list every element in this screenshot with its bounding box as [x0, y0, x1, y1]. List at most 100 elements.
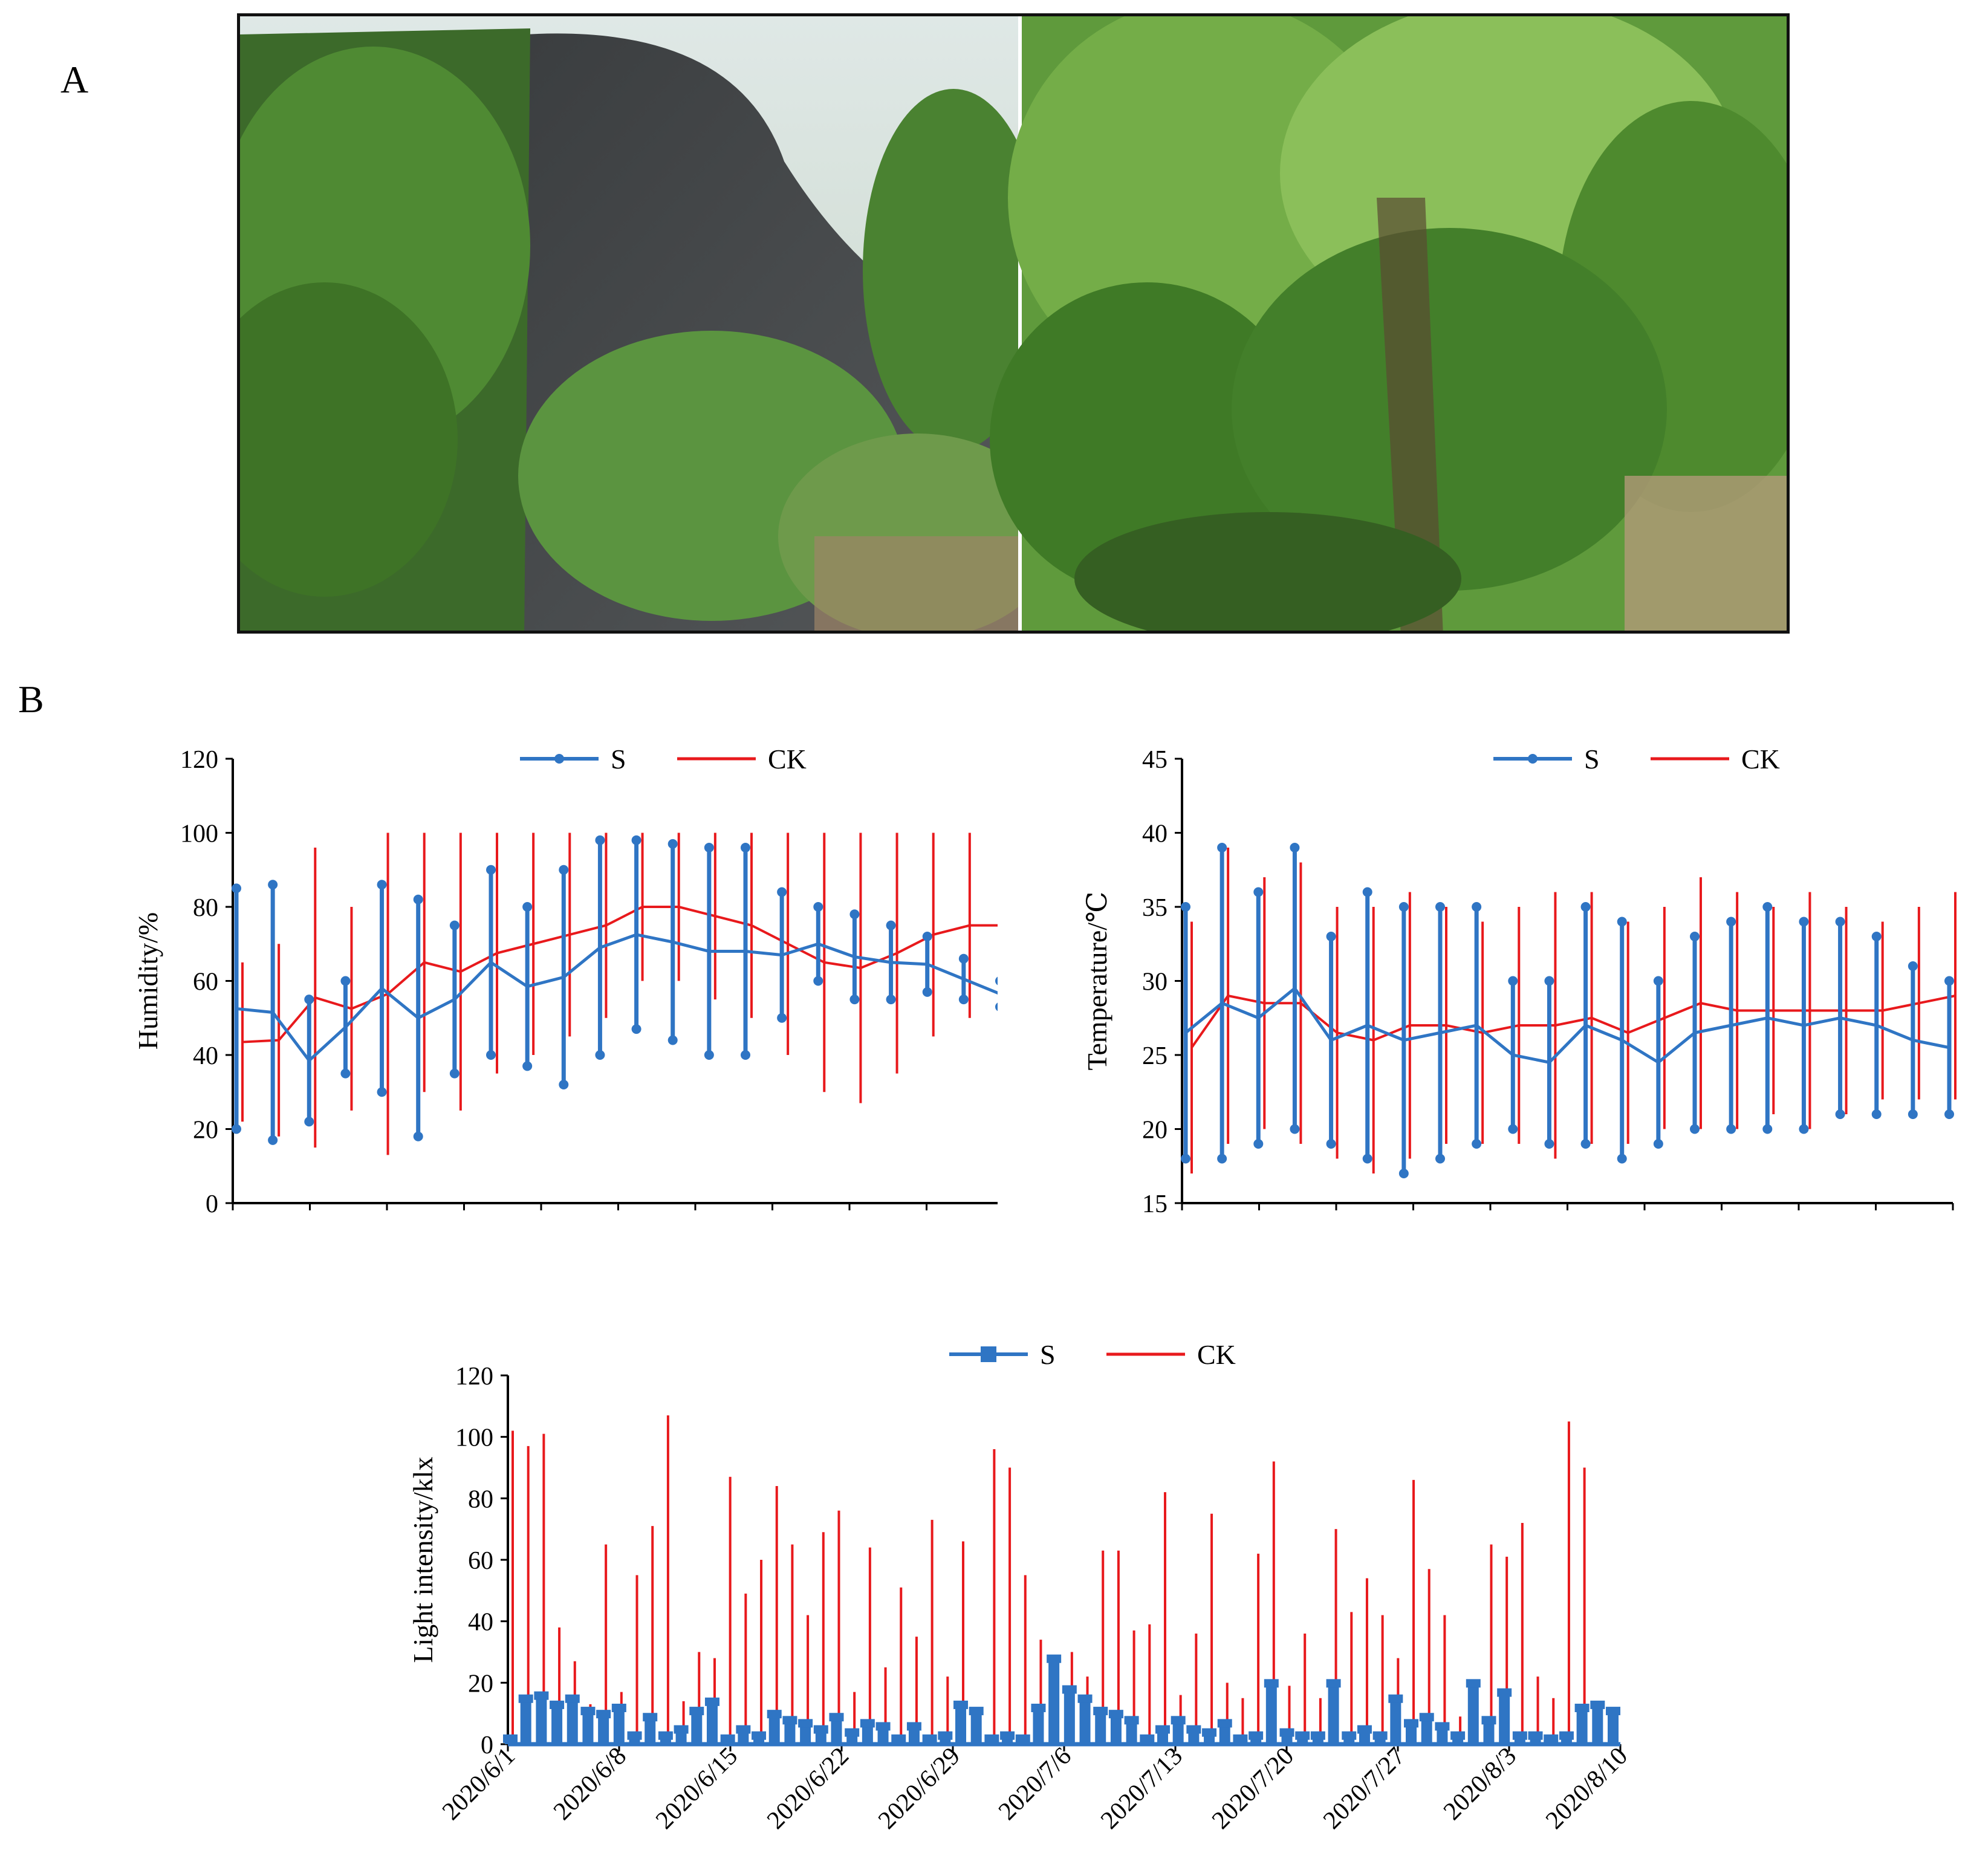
y-axis-label: Light intensity/klx — [408, 1456, 438, 1663]
s-bar-marker — [1062, 1685, 1077, 1694]
control-plot-photo — [990, 16, 1787, 631]
s-bar-marker — [1047, 1654, 1062, 1663]
s-min-point — [1253, 1139, 1264, 1149]
y-axis-label: Humidity/% — [132, 912, 163, 1050]
s-bar — [970, 1710, 982, 1744]
s-max-point — [559, 865, 569, 875]
s-bar-marker — [1140, 1734, 1155, 1743]
s-bar-marker — [1077, 1694, 1093, 1703]
x-tick-label: 2020/8/3 — [1438, 1742, 1522, 1826]
s-min-point — [1762, 1124, 1773, 1134]
s-bar — [1126, 1719, 1137, 1744]
temperature-chart: 152025303540452020/6/12020/6/82020/6/152… — [1082, 744, 1957, 1215]
s-bar — [1064, 1689, 1075, 1744]
s-min-point — [1835, 1109, 1845, 1119]
legend-ck-label: CK — [768, 744, 807, 774]
s-max-point — [958, 953, 969, 964]
s-max-point — [704, 843, 714, 852]
x-tick-label: 2020/7/20 — [1207, 1742, 1299, 1835]
s-bar-marker — [1233, 1734, 1248, 1743]
y-tick-label: 35 — [1142, 894, 1167, 922]
x-tick-label: 2020/7/6 — [993, 1742, 1077, 1826]
s-bar — [1079, 1698, 1091, 1744]
s-bar — [691, 1710, 703, 1744]
s-min-point — [1326, 1139, 1336, 1149]
s-min-point — [813, 976, 823, 986]
s-bar-marker — [1372, 1731, 1388, 1740]
s-min-point — [741, 1050, 750, 1060]
s-bar-marker — [534, 1691, 549, 1700]
s-min-point — [1726, 1124, 1736, 1134]
s-bar-marker — [1606, 1707, 1620, 1716]
s-bar-marker — [1279, 1728, 1294, 1737]
s-bar-marker — [596, 1710, 611, 1719]
s-bar-marker — [720, 1734, 735, 1743]
s-bar-marker — [704, 1697, 719, 1706]
s-max-point — [1362, 887, 1372, 897]
y-axis-label: Temperature/℃ — [1082, 892, 1112, 1071]
s-bar — [1608, 1710, 1619, 1744]
s-series-line — [1184, 986, 1950, 1065]
s-max-point — [1580, 902, 1591, 912]
s-bar — [831, 1716, 842, 1744]
legend-ck-label: CK — [1197, 1339, 1236, 1370]
s-bar-marker — [1544, 1734, 1559, 1743]
y-tick-label: 0 — [481, 1732, 493, 1759]
s-min-point — [486, 1050, 496, 1060]
s-bar-marker — [580, 1707, 596, 1716]
s-bar — [1172, 1719, 1184, 1744]
s-bar-marker — [1326, 1679, 1341, 1688]
s-bar-marker — [1031, 1704, 1046, 1712]
y-tick-label: 30 — [1142, 969, 1167, 996]
y-tick-label: 40 — [1142, 820, 1167, 848]
s-bar-marker — [611, 1704, 626, 1712]
panel-label-b: B — [18, 678, 44, 721]
s-bar-marker — [1171, 1716, 1186, 1725]
s-min-point — [1871, 1109, 1882, 1119]
ck-series-line — [1190, 994, 1956, 1048]
s-min-point — [1181, 1154, 1190, 1164]
s-bar-marker — [565, 1694, 580, 1703]
s-bar — [1265, 1683, 1277, 1744]
s-min-point — [1544, 1139, 1554, 1149]
s-max-point — [1435, 902, 1445, 912]
y-tick-label: 25 — [1142, 1042, 1167, 1070]
s-bar-marker — [1217, 1719, 1232, 1728]
s-min-point — [1617, 1154, 1627, 1164]
s-min-point — [1362, 1154, 1372, 1164]
y-tick-label: 80 — [468, 1485, 493, 1513]
s-max-point — [1871, 932, 1882, 941]
s-bar-marker — [1310, 1731, 1325, 1740]
s-bar-marker — [953, 1700, 969, 1709]
s-min-point — [1653, 1139, 1663, 1149]
s-max-point — [1762, 902, 1773, 912]
s-max-point — [268, 880, 278, 890]
s-bar-marker — [969, 1707, 984, 1716]
s-bar-marker — [1497, 1688, 1512, 1697]
x-tick-label: 2020/6/22 — [762, 1742, 854, 1835]
s-bar-marker — [984, 1734, 999, 1743]
s-bar — [1219, 1722, 1230, 1744]
s-bar-marker — [1590, 1700, 1605, 1709]
s-bar — [582, 1710, 594, 1744]
s-max-point — [1544, 976, 1554, 986]
legend-s-label: S — [1584, 744, 1600, 774]
s-max-point — [1472, 902, 1482, 912]
s-bar-marker — [906, 1722, 921, 1731]
s-max-point — [232, 883, 241, 894]
s-max-point — [922, 932, 932, 941]
s-bar-marker — [1155, 1725, 1170, 1734]
s-max-point — [1617, 917, 1627, 927]
s-min-point — [595, 1050, 605, 1060]
s-bar-marker — [1093, 1707, 1108, 1716]
s-bar — [1110, 1713, 1122, 1744]
s-min-point — [1944, 1109, 1954, 1119]
s-bar — [955, 1704, 967, 1744]
s-max-point — [1799, 917, 1809, 927]
humidity-chart: 0204060801001202020/6/12020/6/82020/6/15… — [132, 744, 998, 1215]
s-bar — [1592, 1704, 1603, 1744]
s-bar — [1421, 1716, 1432, 1744]
s-bar-marker — [1481, 1716, 1496, 1725]
s-bar-marker — [875, 1722, 891, 1731]
s-max-point — [1908, 961, 1918, 971]
